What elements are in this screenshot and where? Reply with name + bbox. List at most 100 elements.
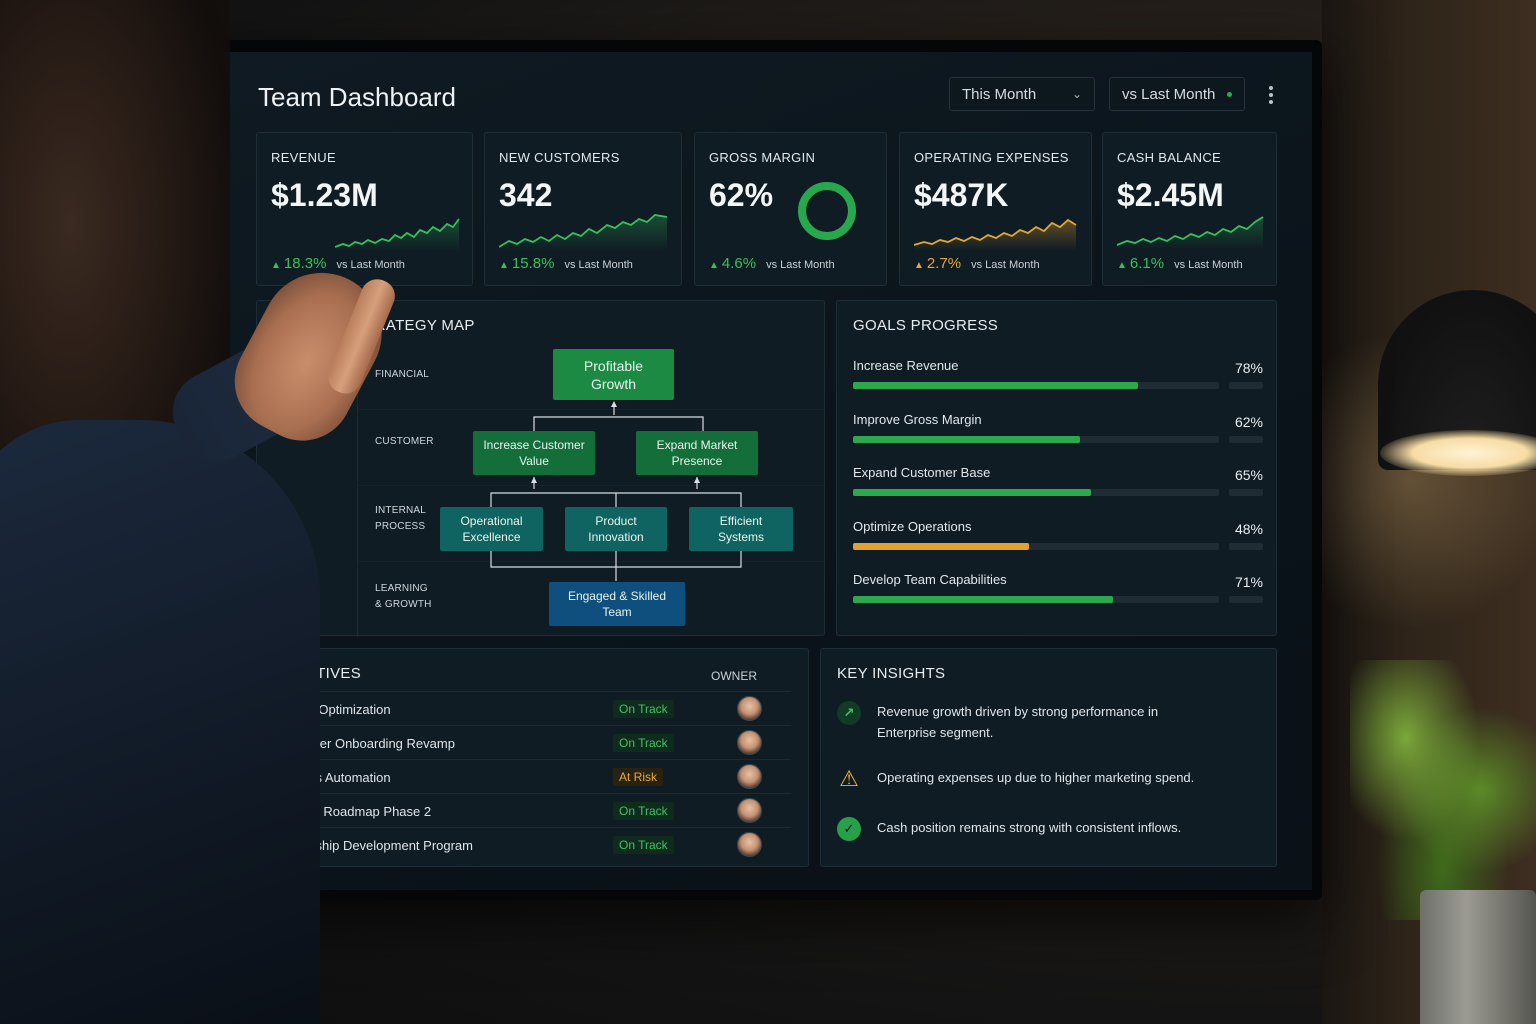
trend-up-icon: ↗: [837, 701, 861, 725]
donut-arc: [798, 182, 856, 240]
kebab-icon[interactable]: [1264, 84, 1278, 106]
kpi-label: GROSS MARGIN: [709, 150, 816, 165]
initiative-name: Leadership Development Program: [275, 838, 473, 853]
goals-progress-panel: GOALS PROGRESS Increase Revenue 78% Improv…: [836, 300, 1277, 636]
layer-label-customer: CUSTOMER: [375, 436, 434, 447]
plant-pot: [1420, 890, 1536, 1024]
page-title: Team Dashboard: [258, 82, 456, 112]
goal-progress-stub: [1229, 435, 1263, 443]
owner-avatar[interactable]: [737, 696, 762, 721]
node-increase-customer-value[interactable]: Increase Customer Value: [473, 431, 595, 475]
owner-avatar[interactable]: [737, 798, 762, 823]
kpi-delta: ▲ 2.7% vs Last Month: [914, 255, 1040, 272]
table-row[interactable]: Product Roadmap Phase 2 On Track: [273, 793, 791, 827]
lamp-bulb-light: [1380, 430, 1536, 476]
revenue-sparkline: [335, 218, 460, 251]
triangle-up-icon: ▲: [1117, 260, 1127, 271]
customers-sparkline: [499, 214, 668, 251]
goal-name: Expand Customer Base: [853, 465, 991, 480]
status-badge: On Track: [613, 700, 674, 718]
kpi-card-operating-expenses[interactable]: OPERATING EXPENSES $487K ▲ 2.7% vs Last M…: [899, 132, 1092, 286]
node-engaged-skilled-team[interactable]: Engaged & Skilled Team: [549, 582, 685, 626]
gross-margin-donut: [798, 182, 856, 240]
table-row[interactable]: Process Automation At Risk: [273, 759, 791, 793]
goal-percent: 78%: [1234, 360, 1263, 376]
goal-progress-fill: [853, 382, 1139, 389]
kpi-delta: ▲ 6.1% vs Last Month: [1117, 255, 1243, 272]
node-efficient-systems[interactable]: Efficient Systems: [689, 507, 793, 551]
node-profitable-growth[interactable]: Profitable Growth: [553, 349, 674, 400]
person-body: [0, 420, 320, 1024]
layer-label-internal: INTERNAL PROCESS: [375, 505, 427, 532]
owner-avatar[interactable]: [737, 730, 762, 755]
node-operational-excellence[interactable]: Operational Excellence: [440, 507, 543, 551]
kpi-card-revenue[interactable]: REVENUE $1.23M ▲ 18.3% vs Last Month: [256, 132, 473, 286]
cash-sparkline: [1117, 216, 1264, 249]
kpi-value: $487K: [914, 177, 1009, 213]
triangle-up-icon: ▲: [271, 260, 281, 271]
kpi-label: OPERATING EXPENSES: [914, 150, 1069, 165]
status-badge: At Risk: [613, 768, 664, 786]
insight-item: ⚠ Operating expenses up due to higher ma…: [837, 766, 1194, 791]
status-badge: On Track: [613, 802, 674, 820]
goal-progress-fill: [853, 542, 1029, 550]
goal-progress-track: [853, 435, 1219, 443]
kpi-delta: ▲ 4.6% vs Last Month: [709, 255, 835, 272]
section-title: GOALS PROGRESS: [853, 317, 999, 334]
kpi-delta: ▲ 18.3% vs Last Month: [271, 255, 405, 272]
kpi-value: $1.23M: [271, 177, 378, 213]
goal-progress-fill: [853, 489, 1091, 496]
node-product-innovation[interactable]: Product Innovation: [565, 507, 667, 551]
status-dot-icon: [1227, 91, 1232, 97]
goal-progress-stub: [1229, 542, 1263, 550]
table-row[interactable]: Leadership Development Program On Track: [273, 827, 791, 861]
check-circle-icon: ✓: [837, 817, 861, 841]
expenses-sparkline: [914, 218, 1077, 251]
table-row[interactable]: Customer Onboarding Revamp On Track: [273, 725, 791, 759]
period-select[interactable]: This Month ⌄: [949, 77, 1095, 111]
goal-progress-track: [853, 382, 1219, 389]
goal-progress-fill: [853, 435, 1080, 443]
kpi-label: CASH BALANCE: [1117, 150, 1222, 165]
kpi-card-gross-margin[interactable]: GROSS MARGIN 62% ▲ 4.6% vs Last Month: [694, 132, 887, 286]
goal-percent: 65%: [1234, 467, 1263, 483]
section-title: KEY INSIGHTS: [837, 665, 946, 682]
warning-icon: ⚠: [839, 766, 859, 791]
strategy-connectors: [490, 401, 742, 581]
goal-percent: 71%: [1234, 574, 1263, 590]
period-select-value: This Month: [962, 85, 1037, 103]
kpi-value: $2.45M: [1117, 177, 1224, 213]
status-badge: On Track: [613, 734, 674, 752]
strategy-map-grid: [357, 329, 826, 637]
insight-item: ✓ Cash position remains strong with cons…: [837, 817, 1181, 841]
goal-progress-track: [853, 596, 1219, 603]
potted-plant: [1350, 660, 1536, 920]
initiatives-panel: INITIATIVES OWNER Pricing OptimizationOn…: [256, 648, 809, 867]
triangle-up-icon: ▲: [499, 260, 509, 271]
goal-name: Increase Revenue: [853, 358, 959, 373]
kpi-value: 62%: [709, 177, 774, 213]
goal-percent: 48%: [1234, 520, 1263, 537]
triangle-up-icon: ▲: [914, 260, 924, 271]
goal-name: Optimize Operations: [853, 518, 972, 534]
goal-progress-stub: [1229, 489, 1263, 496]
dashboard-screen: Team Dashboard This Month ⌄ vs Last Mont…: [218, 52, 1312, 890]
kpi-card-new-customers[interactable]: NEW CUSTOMERS 342 ▲ 15.8% vs Last Month: [484, 132, 682, 286]
insight-item: ↗ Revenue growth driven by strong perfor…: [837, 701, 1158, 743]
layer-label-learning: LEARNING & GROWTH: [375, 583, 432, 610]
chevron-down-icon: ⌄: [1071, 87, 1082, 101]
layer-label-financial: FINANCIAL: [375, 369, 430, 380]
table-row[interactable]: Pricing Optimization On Track: [273, 691, 791, 725]
goal-progress-track: [853, 489, 1219, 496]
goal-name: Improve Gross Margin: [853, 411, 982, 427]
node-expand-market-presence[interactable]: Expand Market Presence: [636, 431, 758, 475]
owner-column-header: OWNER: [711, 669, 757, 683]
compare-select[interactable]: vs Last Month: [1109, 77, 1245, 111]
owner-avatar[interactable]: [737, 764, 762, 789]
kpi-card-cash-balance[interactable]: CASH BALANCE $2.45M ▲ 6.1% vs Last Month: [1102, 132, 1277, 286]
goal-progress-fill: [853, 596, 1113, 603]
triangle-up-icon: ▲: [709, 260, 719, 271]
owner-avatar[interactable]: [737, 832, 762, 857]
goal-progress-stub: [1229, 382, 1263, 389]
compare-select-value: vs Last Month: [1122, 85, 1216, 103]
